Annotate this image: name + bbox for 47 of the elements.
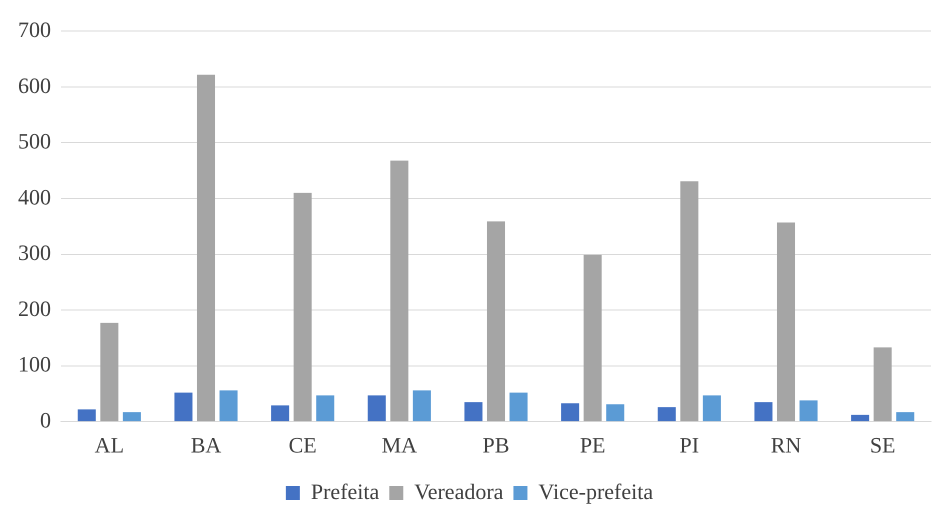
bar bbox=[100, 322, 118, 422]
bar bbox=[122, 412, 141, 422]
y-tick-label: 600 bbox=[18, 72, 51, 98]
bar bbox=[294, 192, 312, 422]
x-tick-label: AL bbox=[94, 432, 124, 458]
x-tick-label: CE bbox=[288, 432, 317, 458]
bar bbox=[78, 409, 96, 422]
x-tick-label: PB bbox=[482, 432, 510, 458]
y-tick-label: 0 bbox=[40, 407, 51, 432]
bar bbox=[874, 347, 892, 422]
bar bbox=[561, 403, 580, 422]
bar bbox=[680, 181, 698, 422]
y-tick-label: 500 bbox=[18, 128, 51, 154]
bar bbox=[271, 405, 290, 422]
bar bbox=[776, 222, 796, 422]
x-tick-label: PE bbox=[580, 432, 606, 458]
bar bbox=[658, 407, 676, 422]
x-tick-label: BA bbox=[190, 432, 222, 458]
bar bbox=[754, 402, 772, 422]
bar bbox=[851, 414, 870, 422]
bar bbox=[606, 404, 624, 422]
bar bbox=[510, 392, 528, 422]
bar bbox=[174, 392, 192, 422]
bar bbox=[412, 390, 431, 422]
y-tick-label: 700 bbox=[18, 16, 51, 42]
x-tick-label: RN bbox=[770, 432, 802, 458]
legend-label: Vereadora bbox=[414, 478, 504, 504]
x-tick-label: SE bbox=[870, 432, 896, 458]
bar bbox=[316, 395, 334, 422]
bar bbox=[702, 395, 721, 422]
legend-label: Prefeita bbox=[310, 478, 380, 504]
bar bbox=[368, 395, 386, 422]
y-tick-label: 100 bbox=[18, 352, 51, 377]
bar bbox=[584, 254, 602, 422]
y-tick-label: 200 bbox=[18, 296, 51, 321]
bar bbox=[464, 402, 482, 422]
y-tick-label: 300 bbox=[18, 240, 51, 266]
bar bbox=[896, 412, 914, 422]
legend-label: Vice-prefeita bbox=[538, 478, 654, 504]
bar bbox=[800, 400, 818, 422]
x-tick-label: MA bbox=[382, 432, 418, 458]
x-tick-label: PI bbox=[680, 432, 700, 458]
bar bbox=[220, 390, 238, 422]
bar bbox=[196, 74, 216, 422]
bar bbox=[390, 160, 408, 422]
bar bbox=[486, 221, 506, 422]
y-tick-label: 400 bbox=[18, 184, 51, 210]
